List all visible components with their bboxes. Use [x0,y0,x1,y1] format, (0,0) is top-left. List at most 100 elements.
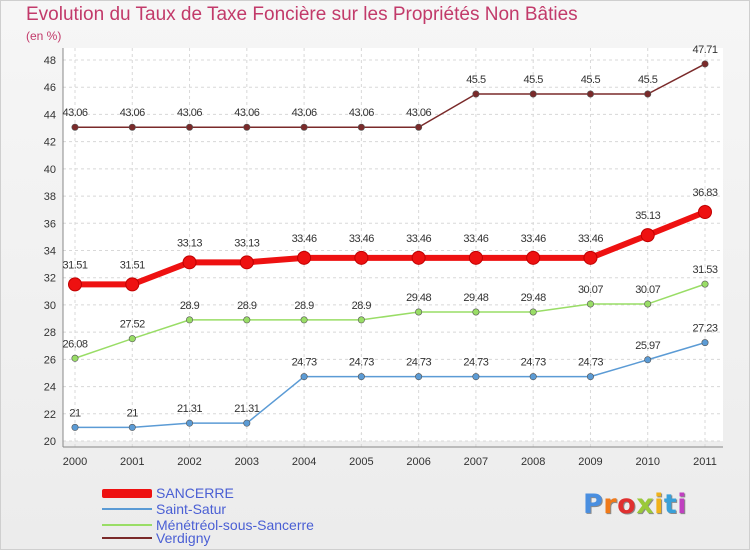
data-label-m-n-tr-ol-sous-sancerre: 26.08 [62,338,87,350]
data-label-saint-satur: 24.73 [406,357,431,369]
data-point-verdigny [415,123,423,131]
data-point-sancerre [411,250,426,265]
data-point-saint-satur [243,419,251,427]
y-tick-label: 48 [44,55,56,67]
data-point-m-n-tr-ol-sous-sancerre [586,300,594,308]
data-label-sancerre: 35.13 [635,210,660,222]
x-tick-label: 2004 [292,456,316,468]
data-point-verdigny [128,123,136,131]
data-label-saint-satur: 21 [127,407,139,419]
legend-swatch-sancerre [102,488,152,498]
data-label-verdigny: 45.5 [581,74,601,86]
data-point-sancerre [297,250,312,265]
y-tick-label: 24 [44,382,56,394]
y-tick-label: 40 [44,164,56,176]
data-label-m-n-tr-ol-sous-sancerre: 29.48 [521,292,546,304]
x-tick-label: 2002 [177,456,201,468]
data-point-saint-satur [701,339,709,347]
data-point-verdigny [300,123,308,131]
data-point-saint-satur [415,373,423,381]
logo-letter: P [583,489,604,520]
data-point-verdigny [472,90,480,98]
y-unit-label: (en %) [26,29,62,43]
data-point-verdigny [186,123,194,131]
data-label-sancerre: 36.83 [692,187,717,199]
y-tick-label: 38 [44,191,56,203]
proxiti-logo: Proxiti [583,489,687,520]
legend-label-saint-satur: Saint-Satur [156,501,227,517]
data-point-verdigny [586,90,594,98]
y-tick-label: 32 [44,273,56,285]
data-label-sancerre: 31.51 [62,259,87,271]
data-label-verdigny: 47.71 [692,44,717,56]
data-label-m-n-tr-ol-sous-sancerre: 31.53 [692,264,717,276]
data-point-saint-satur [186,419,194,427]
data-label-verdigny: 43.06 [120,107,145,119]
data-label-verdigny: 45.5 [466,74,486,86]
data-point-sancerre [182,255,197,270]
data-label-saint-satur: 24.73 [349,357,374,369]
data-point-verdigny [701,60,709,68]
legend-label-sancerre: SANCERRE [156,485,234,501]
legend-swatch-verdigny [102,537,152,539]
data-label-m-n-tr-ol-sous-sancerre: 29.48 [463,292,488,304]
plot-area [63,48,723,441]
legend-item-menetreol: Ménétréol-sous-Sancerre [102,517,314,533]
data-label-m-n-tr-ol-sous-sancerre: 28.9 [352,300,372,312]
data-point-sancerre [526,250,541,265]
data-point-verdigny [357,123,365,131]
data-label-sancerre: 33.46 [292,233,317,245]
legend-swatch-menetreol [102,524,152,526]
y-tick-label: 28 [44,327,56,339]
legend-item-verdigny: Verdigny [102,530,210,546]
data-point-saint-satur [472,373,480,381]
data-label-verdigny: 45.5 [523,74,543,86]
data-point-m-n-tr-ol-sous-sancerre [186,316,194,324]
data-point-saint-satur [357,373,365,381]
data-point-sancerre [239,255,254,270]
y-tick-label: 46 [44,82,56,94]
x-tick-label: 2005 [349,456,373,468]
data-point-saint-satur [586,373,594,381]
legend-item-sancerre: SANCERRE [102,485,234,501]
x-tick-label: 2010 [635,456,659,468]
data-label-m-n-tr-ol-sous-sancerre: 30.07 [578,284,603,296]
data-point-sancerre [468,250,483,265]
data-point-saint-satur [71,423,79,431]
data-point-m-n-tr-ol-sous-sancerre [529,308,537,316]
y-tick-label: 30 [44,300,56,312]
logo-letter: t [663,489,678,520]
data-point-sancerre [583,250,598,265]
y-tick-label: 22 [44,409,56,421]
x-tick-label: 2003 [235,456,259,468]
data-point-sancerre [698,204,712,219]
data-point-verdigny [71,123,79,131]
data-label-saint-satur: 24.73 [521,357,546,369]
x-tick-label: 2009 [578,456,602,468]
data-point-m-n-tr-ol-sous-sancerre [701,280,709,288]
data-label-sancerre: 33.46 [521,233,546,245]
data-point-saint-satur [529,373,537,381]
data-label-m-n-tr-ol-sous-sancerre: 29.48 [406,292,431,304]
data-point-sancerre [640,228,655,243]
y-tick-label: 20 [44,436,56,448]
data-point-m-n-tr-ol-sous-sancerre [71,354,79,362]
series-line-verdigny [75,63,706,128]
data-point-saint-satur [300,373,308,381]
data-label-verdigny: 43.06 [177,107,202,119]
data-point-m-n-tr-ol-sous-sancerre [644,300,652,308]
data-point-m-n-tr-ol-sous-sancerre [357,316,365,324]
data-label-m-n-tr-ol-sous-sancerre: 28.9 [237,300,257,312]
data-label-m-n-tr-ol-sous-sancerre: 30.07 [635,284,660,296]
data-point-m-n-tr-ol-sous-sancerre [300,316,308,324]
data-label-saint-satur: 27.23 [692,323,717,335]
data-label-sancerre: 33.13 [177,237,202,249]
data-label-verdigny: 45.5 [638,74,658,86]
data-label-m-n-tr-ol-sous-sancerre: 27.52 [120,319,145,331]
data-label-sancerre: 33.46 [463,233,488,245]
logo-letter: i [654,489,664,520]
data-point-m-n-tr-ol-sous-sancerre [472,308,480,316]
data-label-m-n-tr-ol-sous-sancerre: 28.9 [180,300,200,312]
x-tick-label: 2006 [406,456,430,468]
data-point-saint-satur [128,423,136,431]
